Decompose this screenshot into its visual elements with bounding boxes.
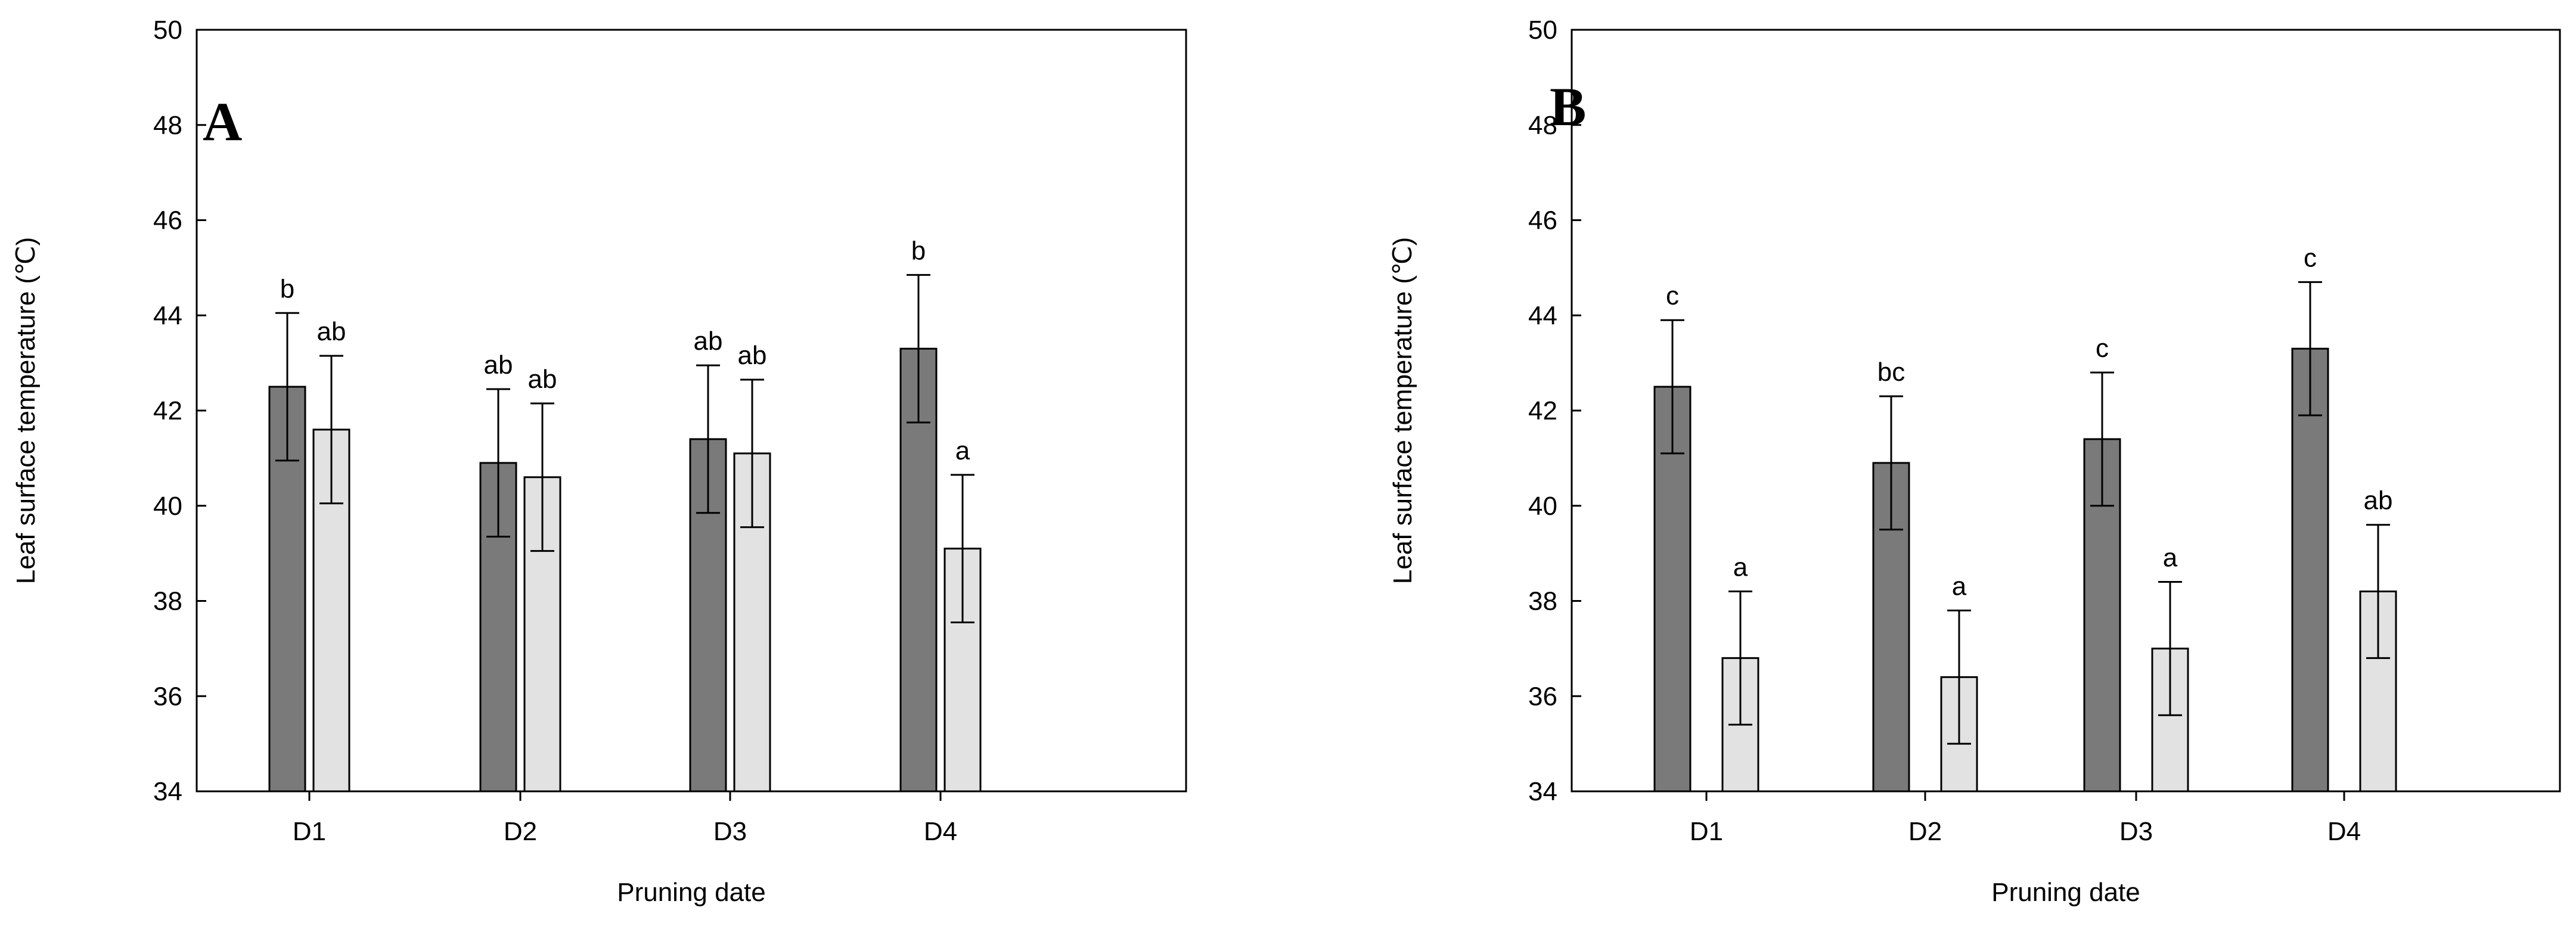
y-tick-label: 40	[1528, 492, 1557, 521]
significance-letter: c	[2096, 334, 2109, 363]
significance-letter: a	[2163, 543, 2178, 573]
y-tick-label: 48	[153, 111, 182, 140]
y-tick-label: 50	[153, 15, 182, 45]
x-axis-label: Pruning date	[617, 878, 766, 907]
y-tick-label: 34	[153, 777, 182, 806]
y-tick-label: 46	[153, 206, 182, 235]
plot-frame	[1571, 29, 2561, 793]
y-tick-label: 50	[1528, 15, 1557, 45]
significance-letter: ab	[528, 365, 557, 394]
y-tick-label: 42	[1528, 396, 1557, 425]
y-tick-label: 44	[153, 301, 182, 330]
significance-letter: ab	[317, 317, 346, 346]
significance-letter: c	[1666, 281, 1679, 310]
x-tick-label: D2	[1908, 817, 1942, 846]
y-tick-label: 36	[1528, 682, 1557, 711]
significance-letter: ab	[738, 341, 767, 370]
x-tick-label: D4	[924, 817, 957, 846]
y-tick-label: 40	[153, 492, 182, 521]
x-tick-label: D1	[293, 817, 326, 846]
x-tick-label: D2	[504, 817, 537, 846]
significance-letter: c	[2304, 243, 2317, 272]
chart-panel-b: 34 36 38 40 42 44 46 48 50 D1 D2 D3 D4 c bc c c a a a ab Leaf…	[1388, 15, 2561, 907]
x-tick-label: D3	[2119, 817, 2153, 846]
y-tick-label: 38	[153, 587, 182, 616]
significance-letter: b	[911, 236, 926, 265]
significance-letter: ab	[2364, 486, 2393, 515]
x-tick-label: D3	[713, 817, 747, 846]
y-tick-label: 38	[1528, 587, 1557, 616]
y-axis-label: Leaf surface temperature (℃)	[11, 237, 41, 585]
panel-label: A	[203, 91, 242, 152]
y-tick-label: 48	[1528, 111, 1557, 140]
significance-letter: ab	[484, 350, 513, 380]
significance-letter: a	[1733, 553, 1748, 582]
bar	[2291, 347, 2329, 793]
x-tick-label: D4	[2327, 817, 2361, 846]
y-tick-label: 46	[1528, 206, 1557, 235]
x-tick-label: D1	[1690, 817, 1723, 846]
significance-letter: a	[1952, 571, 1967, 601]
y-tick-label: 42	[153, 396, 182, 425]
y-tick-label: 34	[1528, 777, 1557, 806]
significance-letter: b	[280, 274, 294, 303]
significance-letter: a	[955, 436, 970, 465]
y-tick-label: 44	[1528, 301, 1557, 330]
significance-letter: ab	[694, 327, 723, 356]
y-tick-label: 36	[153, 682, 182, 711]
panel-label: B	[1550, 76, 1586, 137]
y-axis-label: Leaf surface temperature (℃)	[1388, 237, 1417, 585]
significance-letter: bc	[1877, 358, 1905, 387]
x-axis-label: Pruning date	[1991, 878, 2140, 907]
